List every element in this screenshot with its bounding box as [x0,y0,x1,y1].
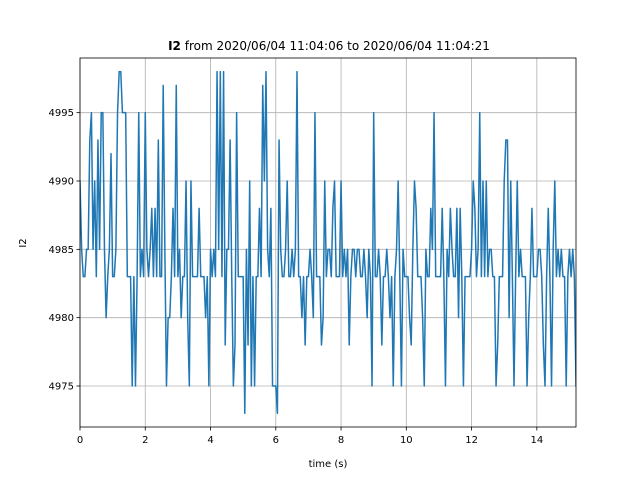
series-line [80,70,576,415]
series-layer [80,70,576,415]
x-tick-label: 14 [530,435,543,446]
x-tick-label: 0 [77,435,83,446]
x-tick-label: 8 [338,435,344,446]
x-axis-label: time (s) [309,459,348,470]
plot-frame [79,57,577,428]
y-axis: 4975 4980 4985 4990 4995 [49,108,80,393]
y-tick-label: 4995 [49,108,74,119]
y-tick-label: 4980 [49,313,74,324]
y-tick-label: 4975 [49,382,74,393]
chart-title-bold: I2 [168,39,181,53]
y-tick-label: 4990 [49,177,74,188]
chart-title-rest: from 2020/06/04 11:04:06 to 2020/06/04 1… [181,39,490,53]
y-tick-label: 4985 [49,245,74,256]
chart-title: I2 from 2020/06/04 11:04:06 to 2020/06/0… [168,39,490,53]
x-axis: 0 2 4 6 8 10 12 14 [77,427,543,446]
x-tick-label: 2 [142,435,148,446]
x-tick-label: 12 [465,435,478,446]
x-tick-label: 4 [207,435,213,446]
x-tick-label: 10 [400,435,413,446]
x-tick-label: 6 [273,435,279,446]
y-axis-label: I2 [18,238,29,247]
